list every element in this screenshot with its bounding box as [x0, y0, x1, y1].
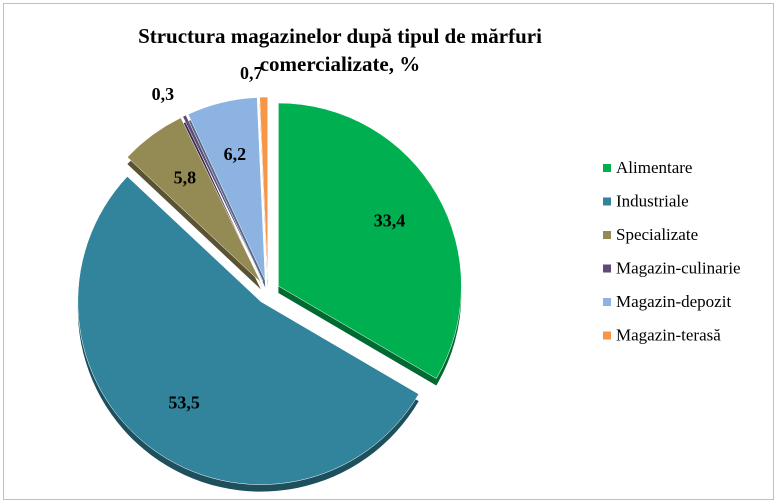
data-label: 0,7	[240, 63, 263, 83]
legend-label: Magazin-depozit	[616, 292, 731, 311]
slice	[77, 176, 420, 485]
legend-label: Alimentare	[616, 158, 692, 177]
chart-title: Structura magazinelor după tipul de mărf…	[138, 24, 542, 76]
data-label: 33,4	[374, 210, 406, 230]
data-label: 53,5	[168, 392, 200, 412]
slice	[187, 97, 266, 281]
data-label: 6,2	[224, 144, 247, 164]
legend-swatch	[603, 264, 611, 273]
legend-swatch	[603, 197, 611, 206]
slice	[278, 102, 462, 379]
legend-swatch	[603, 331, 611, 340]
legend-swatch	[603, 164, 611, 172]
legend-label: Industriale	[616, 191, 689, 210]
chart-frame	[3, 3, 774, 500]
legend-label: Specializate	[616, 225, 698, 244]
legend-label: Magazin-terasă	[616, 325, 721, 344]
slice	[182, 114, 264, 282]
slice	[259, 96, 268, 281]
legend-swatch	[603, 298, 611, 306]
legend-label: Magazin-culinarie	[616, 258, 741, 277]
data-label: 0,3	[152, 84, 175, 104]
slice	[127, 117, 262, 283]
legend-swatch	[603, 231, 611, 239]
data-label: 5,8	[174, 167, 197, 187]
